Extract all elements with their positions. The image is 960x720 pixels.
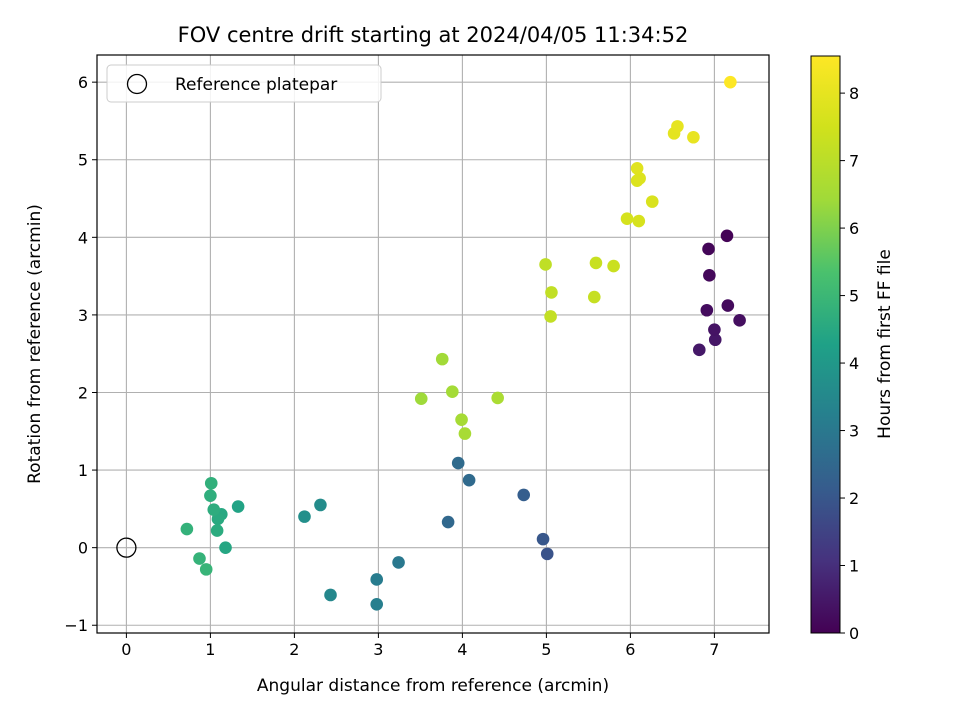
data-point <box>540 547 554 561</box>
data-point <box>219 541 232 554</box>
data-point <box>702 242 715 256</box>
data-point <box>204 476 218 490</box>
data-point <box>370 597 384 611</box>
data-point <box>199 563 213 576</box>
data-point <box>458 427 472 440</box>
chart-title: FOV centre drift starting at 2024/04/05 … <box>178 23 689 47</box>
data-point <box>539 258 552 271</box>
colorbar-tick-label: 7 <box>849 152 859 171</box>
y-axis-ticks: −1 0 1 2 3 4 5 6 <box>64 73 97 635</box>
x-tick-label: 6 <box>625 640 635 659</box>
data-point <box>462 473 476 487</box>
y-tick-label: 6 <box>78 73 88 92</box>
y-tick-label: 2 <box>78 383 88 402</box>
colorbar-tick-label: 5 <box>849 287 859 306</box>
plot-frame <box>96 54 770 634</box>
data-point <box>314 498 327 512</box>
legend: Reference platepar <box>106 64 382 103</box>
data-point <box>193 552 206 565</box>
data-point <box>721 299 735 312</box>
data-point <box>708 333 722 347</box>
data-point <box>544 310 557 323</box>
y-tick-label: 5 <box>78 151 88 170</box>
x-tick-label: 3 <box>373 640 383 659</box>
colorbar-label: Hours from first FF file <box>875 249 895 439</box>
colorbar-tick-label: 2 <box>849 489 859 508</box>
legend-entry-reference-platepar: Reference platepar <box>175 75 337 95</box>
data-point <box>589 256 603 270</box>
x-tick-label: 7 <box>709 640 719 659</box>
data-point <box>231 500 245 513</box>
colorbar-tick-label: 6 <box>849 219 859 238</box>
data-point <box>414 392 428 405</box>
data-point <box>692 343 706 357</box>
data-point <box>632 214 646 228</box>
x-tick-label: 2 <box>289 640 299 659</box>
y-tick-label: 4 <box>78 228 88 247</box>
data-point <box>620 212 634 226</box>
data-point <box>451 456 465 470</box>
y-tick-label: 0 <box>78 539 88 558</box>
data-point <box>536 532 550 546</box>
data-point <box>671 120 684 133</box>
data-point <box>733 314 746 327</box>
data-point <box>687 130 700 144</box>
data-point <box>700 303 714 317</box>
reference-platepar-marker <box>116 537 137 558</box>
data-point <box>703 269 716 282</box>
data-point <box>392 556 405 569</box>
colorbar-tick-label: 4 <box>849 354 859 373</box>
y-tick-label: 3 <box>78 306 88 325</box>
data-point <box>210 524 224 537</box>
data-point <box>446 385 459 399</box>
data-point <box>435 352 449 366</box>
x-tick-label: 1 <box>205 640 215 659</box>
data-points <box>116 75 746 611</box>
data-point <box>324 588 337 602</box>
colorbar-tick-label: 1 <box>849 557 859 576</box>
x-tick-label: 0 <box>121 640 131 659</box>
legend-box <box>106 64 382 103</box>
x-tick-label: 5 <box>541 640 551 659</box>
y-axis-label: Rotation from reference (arcmin) <box>25 204 45 484</box>
data-point <box>204 489 217 502</box>
grid <box>97 55 769 633</box>
data-point <box>724 75 737 89</box>
y-tick-label: −1 <box>64 616 88 635</box>
data-point <box>630 161 644 175</box>
x-tick-label: 4 <box>457 640 467 659</box>
colorbar-tick-label: 3 <box>849 422 859 441</box>
data-point <box>607 259 620 273</box>
y-tick-label: 1 <box>78 461 88 480</box>
data-point <box>491 391 504 405</box>
data-point <box>708 323 721 336</box>
data-point <box>645 195 659 208</box>
data-point <box>720 229 734 243</box>
data-point <box>298 510 311 523</box>
colorbar-gradient <box>810 55 841 634</box>
x-axis-label: Angular distance from reference (arcmin) <box>257 676 609 696</box>
data-point <box>545 286 558 299</box>
colorbar: 0 1 2 3 4 5 6 7 8 Hours from first FF file <box>810 55 895 643</box>
data-point <box>441 515 455 529</box>
data-point <box>587 290 601 304</box>
legend-marker-circle-icon <box>126 73 148 95</box>
data-point <box>370 573 384 586</box>
data-point <box>455 413 468 426</box>
colorbar-tick-label: 8 <box>849 84 859 103</box>
colorbar-tick-label: 0 <box>849 624 859 643</box>
data-point <box>180 522 194 536</box>
data-point <box>207 503 221 516</box>
colorbar-ticks: 0 1 2 3 4 5 6 7 8 <box>840 84 859 643</box>
data-point <box>517 488 531 502</box>
x-axis-ticks: 0 1 2 3 4 5 6 7 <box>121 633 719 659</box>
data-point <box>633 172 646 185</box>
